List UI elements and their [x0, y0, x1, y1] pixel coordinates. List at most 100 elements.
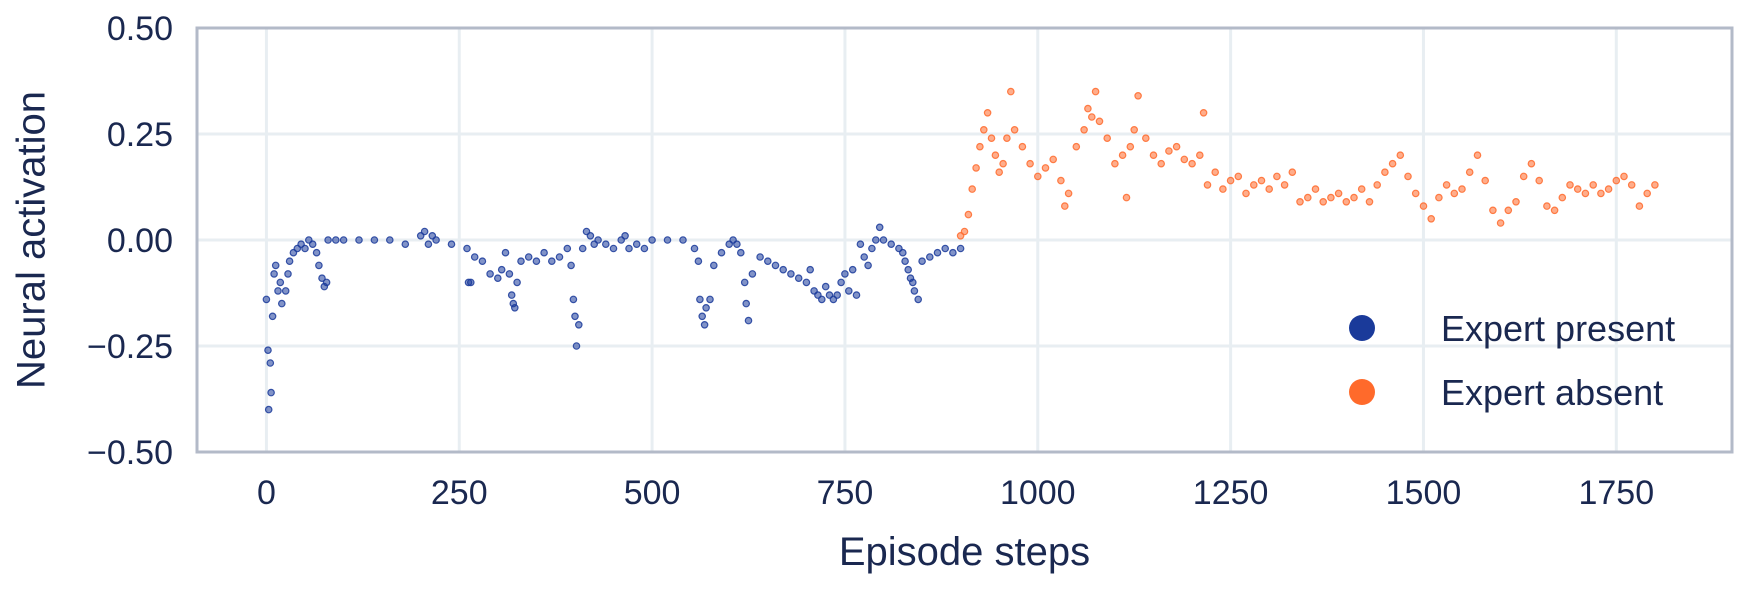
scatter-point	[1396, 151, 1405, 160]
scatter-point	[271, 261, 280, 270]
scatter-point	[1103, 134, 1112, 143]
scatter-point	[744, 316, 753, 325]
scatter-point	[1203, 181, 1212, 189]
scatter-point	[524, 253, 533, 261]
scatter-point	[1319, 198, 1328, 206]
scatter-point	[802, 278, 811, 287]
scatter-point	[594, 236, 602, 244]
scatter-point	[1512, 198, 1520, 206]
scatter-point	[1010, 126, 1019, 134]
scatter-point	[1064, 189, 1073, 198]
scatter-point	[941, 244, 950, 253]
scatter-point	[1419, 202, 1428, 210]
scatter-point	[908, 278, 917, 287]
scatter-point	[748, 270, 757, 278]
scatter-point	[540, 248, 548, 257]
scatter-point	[848, 265, 857, 274]
scatter-point	[267, 388, 275, 397]
legend-item-expert-present: Expert present	[1349, 308, 1675, 349]
scatter-point	[1604, 185, 1613, 193]
scatter-point	[281, 287, 290, 295]
scatter-point	[887, 240, 896, 249]
legend-label-expert-present: Expert present	[1441, 308, 1675, 349]
scatter-point	[1327, 193, 1335, 202]
scatter-point	[860, 253, 869, 261]
scatter-point	[1581, 189, 1590, 198]
scatter-point	[898, 248, 907, 257]
scatter-point	[779, 265, 788, 274]
scatter-point	[1157, 159, 1166, 168]
scatter-point	[466, 278, 475, 287]
scatter-point	[262, 295, 271, 304]
scatter-point	[1365, 198, 1374, 206]
scatter-point	[856, 240, 865, 249]
scatter-point	[979, 126, 988, 134]
scatter-point	[266, 359, 275, 367]
scatter-point	[983, 109, 992, 117]
x-tick-label: 0	[257, 474, 276, 512]
scatter-point	[1265, 185, 1274, 193]
series-expert-absent	[956, 87, 1659, 240]
scatter-point	[1018, 142, 1027, 151]
scatter-point	[875, 223, 884, 232]
scatter-point	[733, 240, 741, 249]
scatter-point	[463, 244, 471, 253]
scatter-point	[264, 405, 273, 414]
scatter-point	[742, 299, 751, 308]
scatter-point	[991, 151, 1000, 160]
scatter-point	[1188, 159, 1196, 168]
scatter-point	[563, 244, 572, 253]
scatter-point	[1126, 142, 1135, 151]
scatter-point	[1411, 189, 1420, 198]
scatter-point	[1473, 151, 1482, 160]
scatter-point	[690, 244, 699, 253]
legend-item-expert-absent: Expert absent	[1349, 372, 1663, 413]
scatter-point	[901, 257, 909, 266]
scatter-point	[933, 248, 942, 257]
data-points	[262, 87, 1659, 414]
scatter-point	[910, 287, 919, 295]
scatter-point	[1550, 206, 1559, 215]
scatter-point	[571, 312, 579, 321]
x-tick-label: 500	[624, 474, 681, 512]
scatter-point	[1211, 168, 1220, 177]
scatter-point	[1165, 147, 1173, 155]
scatter-point	[505, 270, 514, 278]
scatter-point	[1172, 142, 1181, 151]
scatter-point	[284, 270, 292, 278]
scatter-point	[1388, 159, 1397, 168]
scatter-point	[1072, 142, 1081, 151]
x-tick-label: 1500	[1386, 474, 1462, 512]
scatter-point	[740, 278, 749, 287]
scatter-point	[794, 274, 803, 283]
scatter-point	[833, 291, 842, 299]
scatter-point	[1566, 181, 1574, 189]
scatter-point	[1311, 185, 1320, 193]
scatter-point	[1334, 189, 1343, 198]
scatter-point	[864, 261, 872, 270]
scatter-point	[1527, 159, 1536, 168]
scatter-point	[960, 227, 969, 236]
scatter-point	[698, 312, 707, 321]
scatter-point	[324, 236, 332, 244]
scatter-point	[696, 295, 704, 304]
scatter-point	[763, 257, 772, 266]
scatter-point	[1057, 176, 1065, 185]
scatter-point	[385, 236, 394, 244]
scatter-point	[510, 303, 519, 312]
tick-labels: 0 250 500 750 1000 1250 1500 1750 0.50 0.25 0.00 −0…	[87, 10, 1654, 512]
scatter-point	[976, 142, 984, 151]
scatter-point	[1404, 172, 1412, 181]
scatter-point	[470, 253, 479, 261]
scatter-point	[1519, 172, 1528, 181]
scatter-point	[914, 295, 923, 304]
scatter-point	[355, 236, 363, 244]
scatter-point	[964, 210, 973, 219]
scatter-point	[841, 270, 849, 278]
scatter-point	[694, 257, 703, 266]
x-tick-label: 250	[431, 474, 488, 512]
scatter-point	[706, 295, 714, 304]
scatter-point	[717, 248, 726, 257]
scatter-point	[493, 274, 502, 283]
